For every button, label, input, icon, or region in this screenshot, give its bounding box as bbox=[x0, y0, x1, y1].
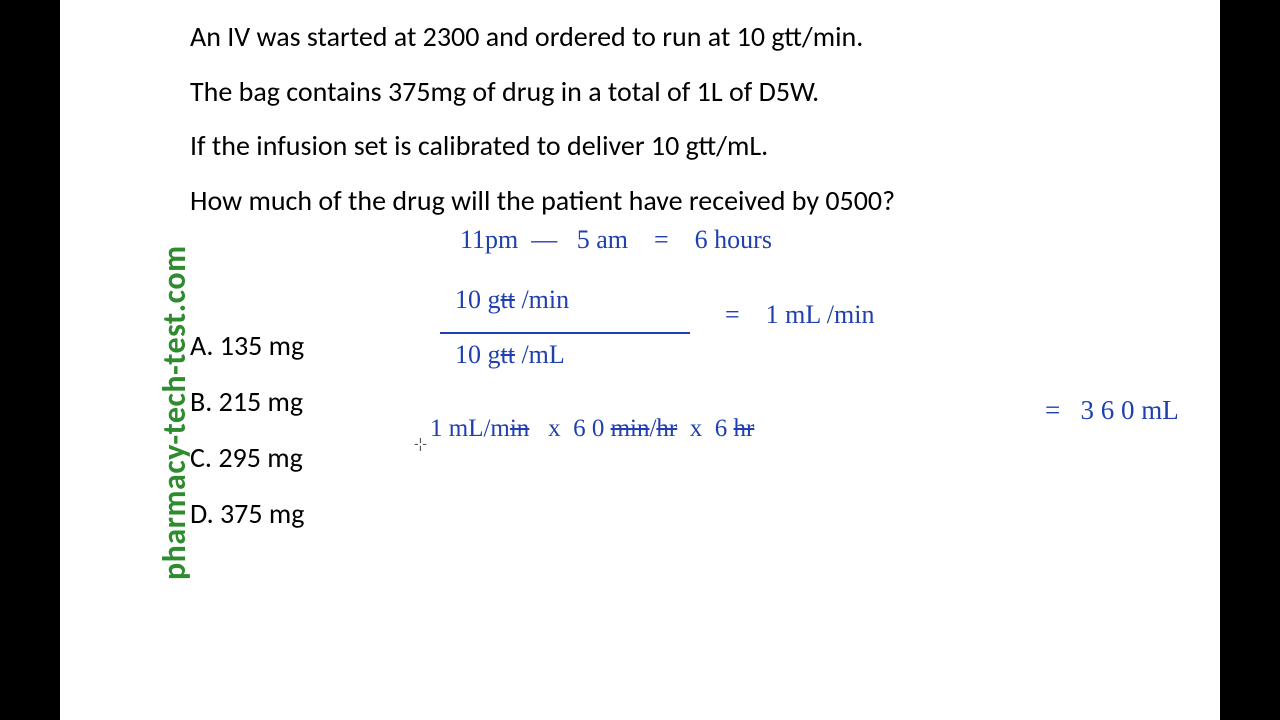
question-line: The bag contains 375mg of drug in a tota… bbox=[190, 65, 1180, 120]
cursor-icon: -¦- bbox=[414, 435, 427, 451]
handwriting-volume-calc: 1 mL/min x 6 0 min/hr x 6 hr bbox=[430, 415, 754, 443]
question-block: An IV was started at 2300 and ordered to… bbox=[190, 10, 1180, 228]
handwriting-fraction-numerator: 10 gtt /min bbox=[455, 285, 569, 315]
question-line: An IV was started at 2300 and ordered to… bbox=[190, 10, 1180, 65]
handwriting-fraction-denominator: 10 gtt /mL bbox=[455, 340, 565, 370]
watermark-text: pharmacy-tech-test.com bbox=[155, 245, 194, 580]
handwriting-volume-result: = 3 6 0 mL bbox=[1045, 395, 1179, 426]
handwriting-fraction-result: = 1 mL /min bbox=[725, 300, 874, 330]
question-line: If the infusion set is calibrated to del… bbox=[190, 119, 1180, 174]
fraction-line bbox=[440, 332, 690, 334]
document-page: pharmacy-tech-test.com An IV was started… bbox=[60, 0, 1220, 720]
option-d: D. 375 mg bbox=[190, 486, 1180, 542]
question-line: How much of the drug will the patient ha… bbox=[190, 174, 1180, 229]
handwriting-time: 11pm — 5 am = 6 hours bbox=[460, 225, 772, 255]
option-a: A. 135 mg bbox=[190, 318, 1180, 374]
